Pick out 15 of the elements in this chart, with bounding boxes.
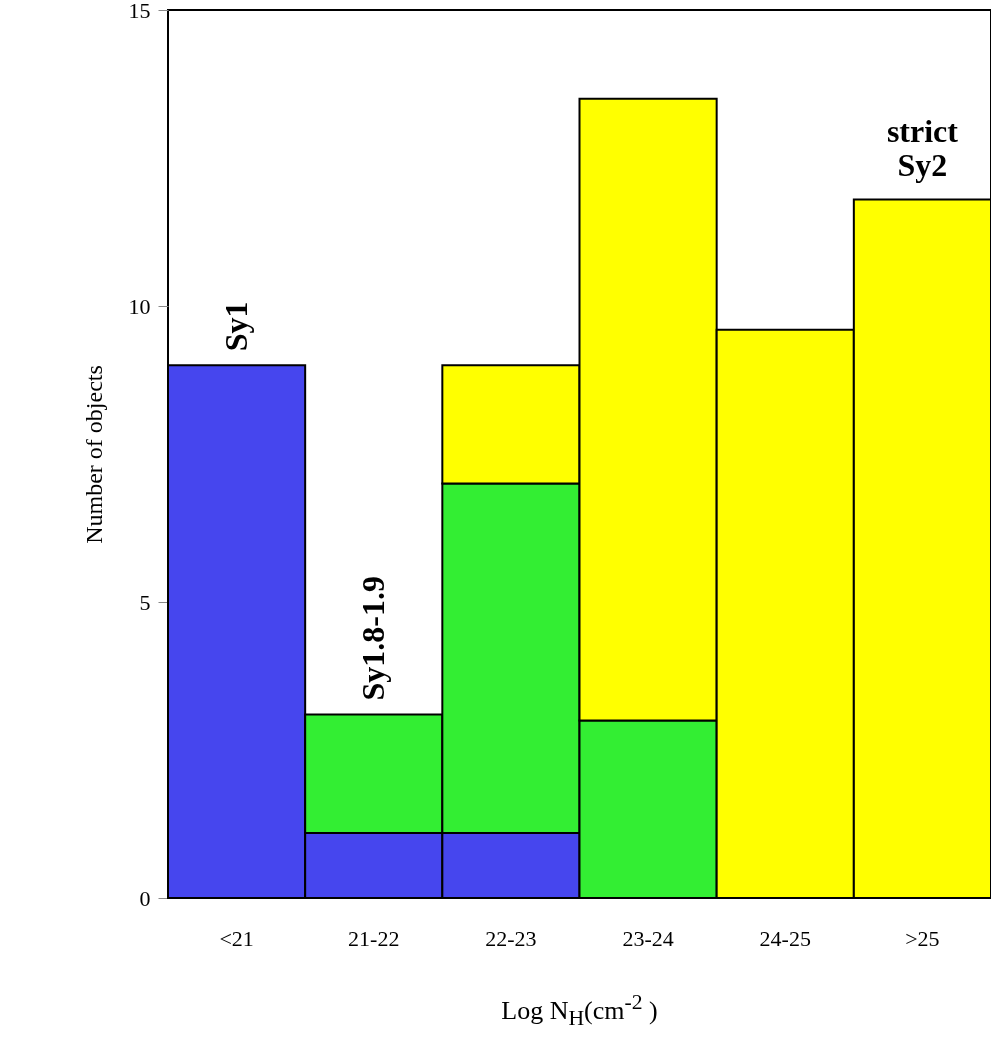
- x-tick-label: 22-23: [485, 925, 537, 951]
- y-tick-label: 5: [139, 589, 151, 615]
- y-tick-label: 10: [128, 293, 151, 319]
- series-label: strict Sy2: [886, 113, 959, 184]
- y-axis-title: Number of objects: [80, 365, 107, 544]
- x-tick-label: >25: [905, 925, 940, 951]
- x-tick-label: 24-25: [759, 925, 811, 951]
- x-tick-label: 23-24: [622, 925, 674, 951]
- y-tick-label: 0: [139, 885, 151, 911]
- x-axis-title: Log N$_{H}$(cm$^{-2}$ ): [500, 990, 659, 1031]
- text: Sy1.8-1.9: [354, 576, 391, 701]
- text: Sy1: [217, 301, 254, 352]
- x-tick-label: 21-22: [348, 925, 400, 951]
- y-tick-label: 15: [128, 0, 151, 23]
- x-tick-label: <21: [219, 925, 254, 951]
